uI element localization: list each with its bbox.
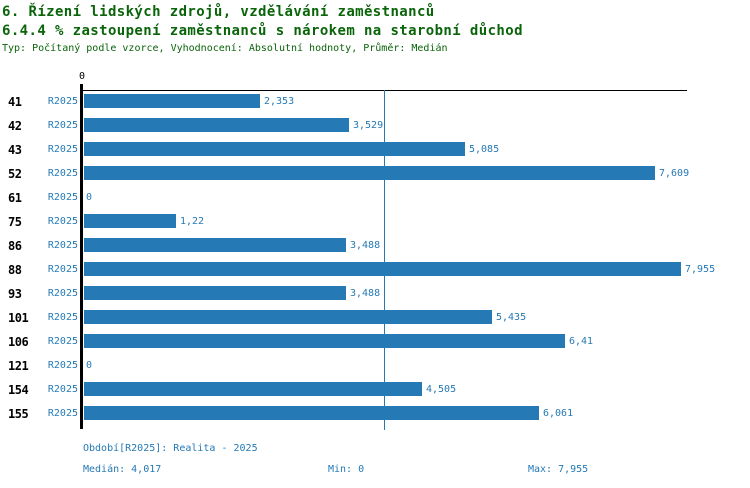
row-value-label: 6,41 xyxy=(569,336,594,347)
row-bar xyxy=(84,382,422,396)
row-value-label: 1,22 xyxy=(180,216,205,227)
row-category-label: 43 xyxy=(8,143,22,157)
chart-row: 106 R2025 6,41 xyxy=(0,334,750,358)
row-series-label: R2025 xyxy=(47,144,78,155)
chart-row: 155 R2025 6,061 xyxy=(0,406,750,430)
row-category-label: 41 xyxy=(8,95,22,109)
report-subtitle: 6.4.4 % zastoupení zaměstnanců s nárokem… xyxy=(2,23,523,39)
row-value-label: 5,435 xyxy=(496,312,527,323)
row-value-label: 4,505 xyxy=(426,384,457,395)
row-bar xyxy=(84,310,492,324)
footer-period-label: Období[R2025]: Realita - 2025 xyxy=(83,443,258,454)
row-bar xyxy=(84,238,346,252)
chart-row: 43 R2025 5,085 xyxy=(0,142,750,166)
footer-max-label: Max: 7,955 xyxy=(528,464,589,475)
row-series-label: R2025 xyxy=(47,360,78,371)
row-category-label: 61 xyxy=(8,191,22,205)
row-series-label: R2025 xyxy=(47,168,78,179)
chart-row: 93 R2025 3,488 xyxy=(0,286,750,310)
row-series-label: R2025 xyxy=(47,96,78,107)
row-bar xyxy=(84,166,655,180)
chart-row: 42 R2025 3,529 xyxy=(0,118,750,142)
row-bar xyxy=(84,118,349,132)
row-series-label: R2025 xyxy=(47,336,78,347)
row-bar xyxy=(84,142,465,156)
x-axis-line xyxy=(83,90,687,91)
chart-row: 41 R2025 2,353 xyxy=(0,94,750,118)
row-series-label: R2025 xyxy=(47,384,78,395)
row-value-label: 7,955 xyxy=(685,264,716,275)
y-axis-line xyxy=(80,84,83,429)
row-bar xyxy=(84,214,176,228)
row-category-label: 155 xyxy=(8,407,29,421)
row-series-label: R2025 xyxy=(47,408,78,419)
chart-row: 154 R2025 4,505 xyxy=(0,382,750,406)
row-category-label: 121 xyxy=(8,359,29,373)
chart-row: 88 R2025 7,955 xyxy=(0,262,750,286)
row-bar xyxy=(84,262,681,276)
row-bar xyxy=(84,286,346,300)
x-axis-zero-tick-label: 0 xyxy=(78,71,86,82)
row-category-label: 52 xyxy=(8,167,22,181)
row-category-label: 154 xyxy=(8,383,29,397)
row-series-label: R2025 xyxy=(47,216,78,227)
row-category-label: 88 xyxy=(8,263,22,277)
chart-row: 86 R2025 3,488 xyxy=(0,238,750,262)
row-series-label: R2025 xyxy=(47,312,78,323)
row-value-label: 3,488 xyxy=(350,288,381,299)
footer-median-label: Medián: 4,017 xyxy=(83,464,162,475)
row-value-label: 0 xyxy=(86,360,93,371)
row-category-label: 86 xyxy=(8,239,22,253)
chart-row: 121 R2025 0 xyxy=(0,358,750,382)
row-series-label: R2025 xyxy=(47,120,78,131)
chart-row: 101 R2025 5,435 xyxy=(0,310,750,334)
chart-row: 61 R2025 0 xyxy=(0,190,750,214)
row-series-label: R2025 xyxy=(47,192,78,203)
row-value-label: 3,488 xyxy=(350,240,381,251)
row-category-label: 106 xyxy=(8,335,29,349)
row-series-label: R2025 xyxy=(47,240,78,251)
row-value-label: 5,085 xyxy=(469,144,500,155)
row-value-label: 6,061 xyxy=(543,408,574,419)
chart-row: 52 R2025 7,609 xyxy=(0,166,750,190)
median-reference-line xyxy=(384,90,385,430)
row-series-label: R2025 xyxy=(47,288,78,299)
row-bar xyxy=(84,334,565,348)
row-category-label: 42 xyxy=(8,119,22,133)
report-title: 6. Řízení lidských zdrojů, vzdělávání za… xyxy=(2,4,435,20)
row-category-label: 101 xyxy=(8,311,29,325)
chart-row: 75 R2025 1,22 xyxy=(0,214,750,238)
report-meta-line: Typ: Počítaný podle vzorce, Vyhodnocení:… xyxy=(2,43,448,54)
row-bar xyxy=(84,406,539,420)
row-value-label: 0 xyxy=(86,192,93,203)
row-series-label: R2025 xyxy=(47,264,78,275)
row-value-label: 2,353 xyxy=(264,96,295,107)
row-category-label: 75 xyxy=(8,215,22,229)
row-category-label: 93 xyxy=(8,287,22,301)
row-value-label: 7,609 xyxy=(659,168,690,179)
row-value-label: 3,529 xyxy=(353,120,384,131)
footer-min-label: Min: 0 xyxy=(328,464,365,475)
row-bar xyxy=(84,94,260,108)
